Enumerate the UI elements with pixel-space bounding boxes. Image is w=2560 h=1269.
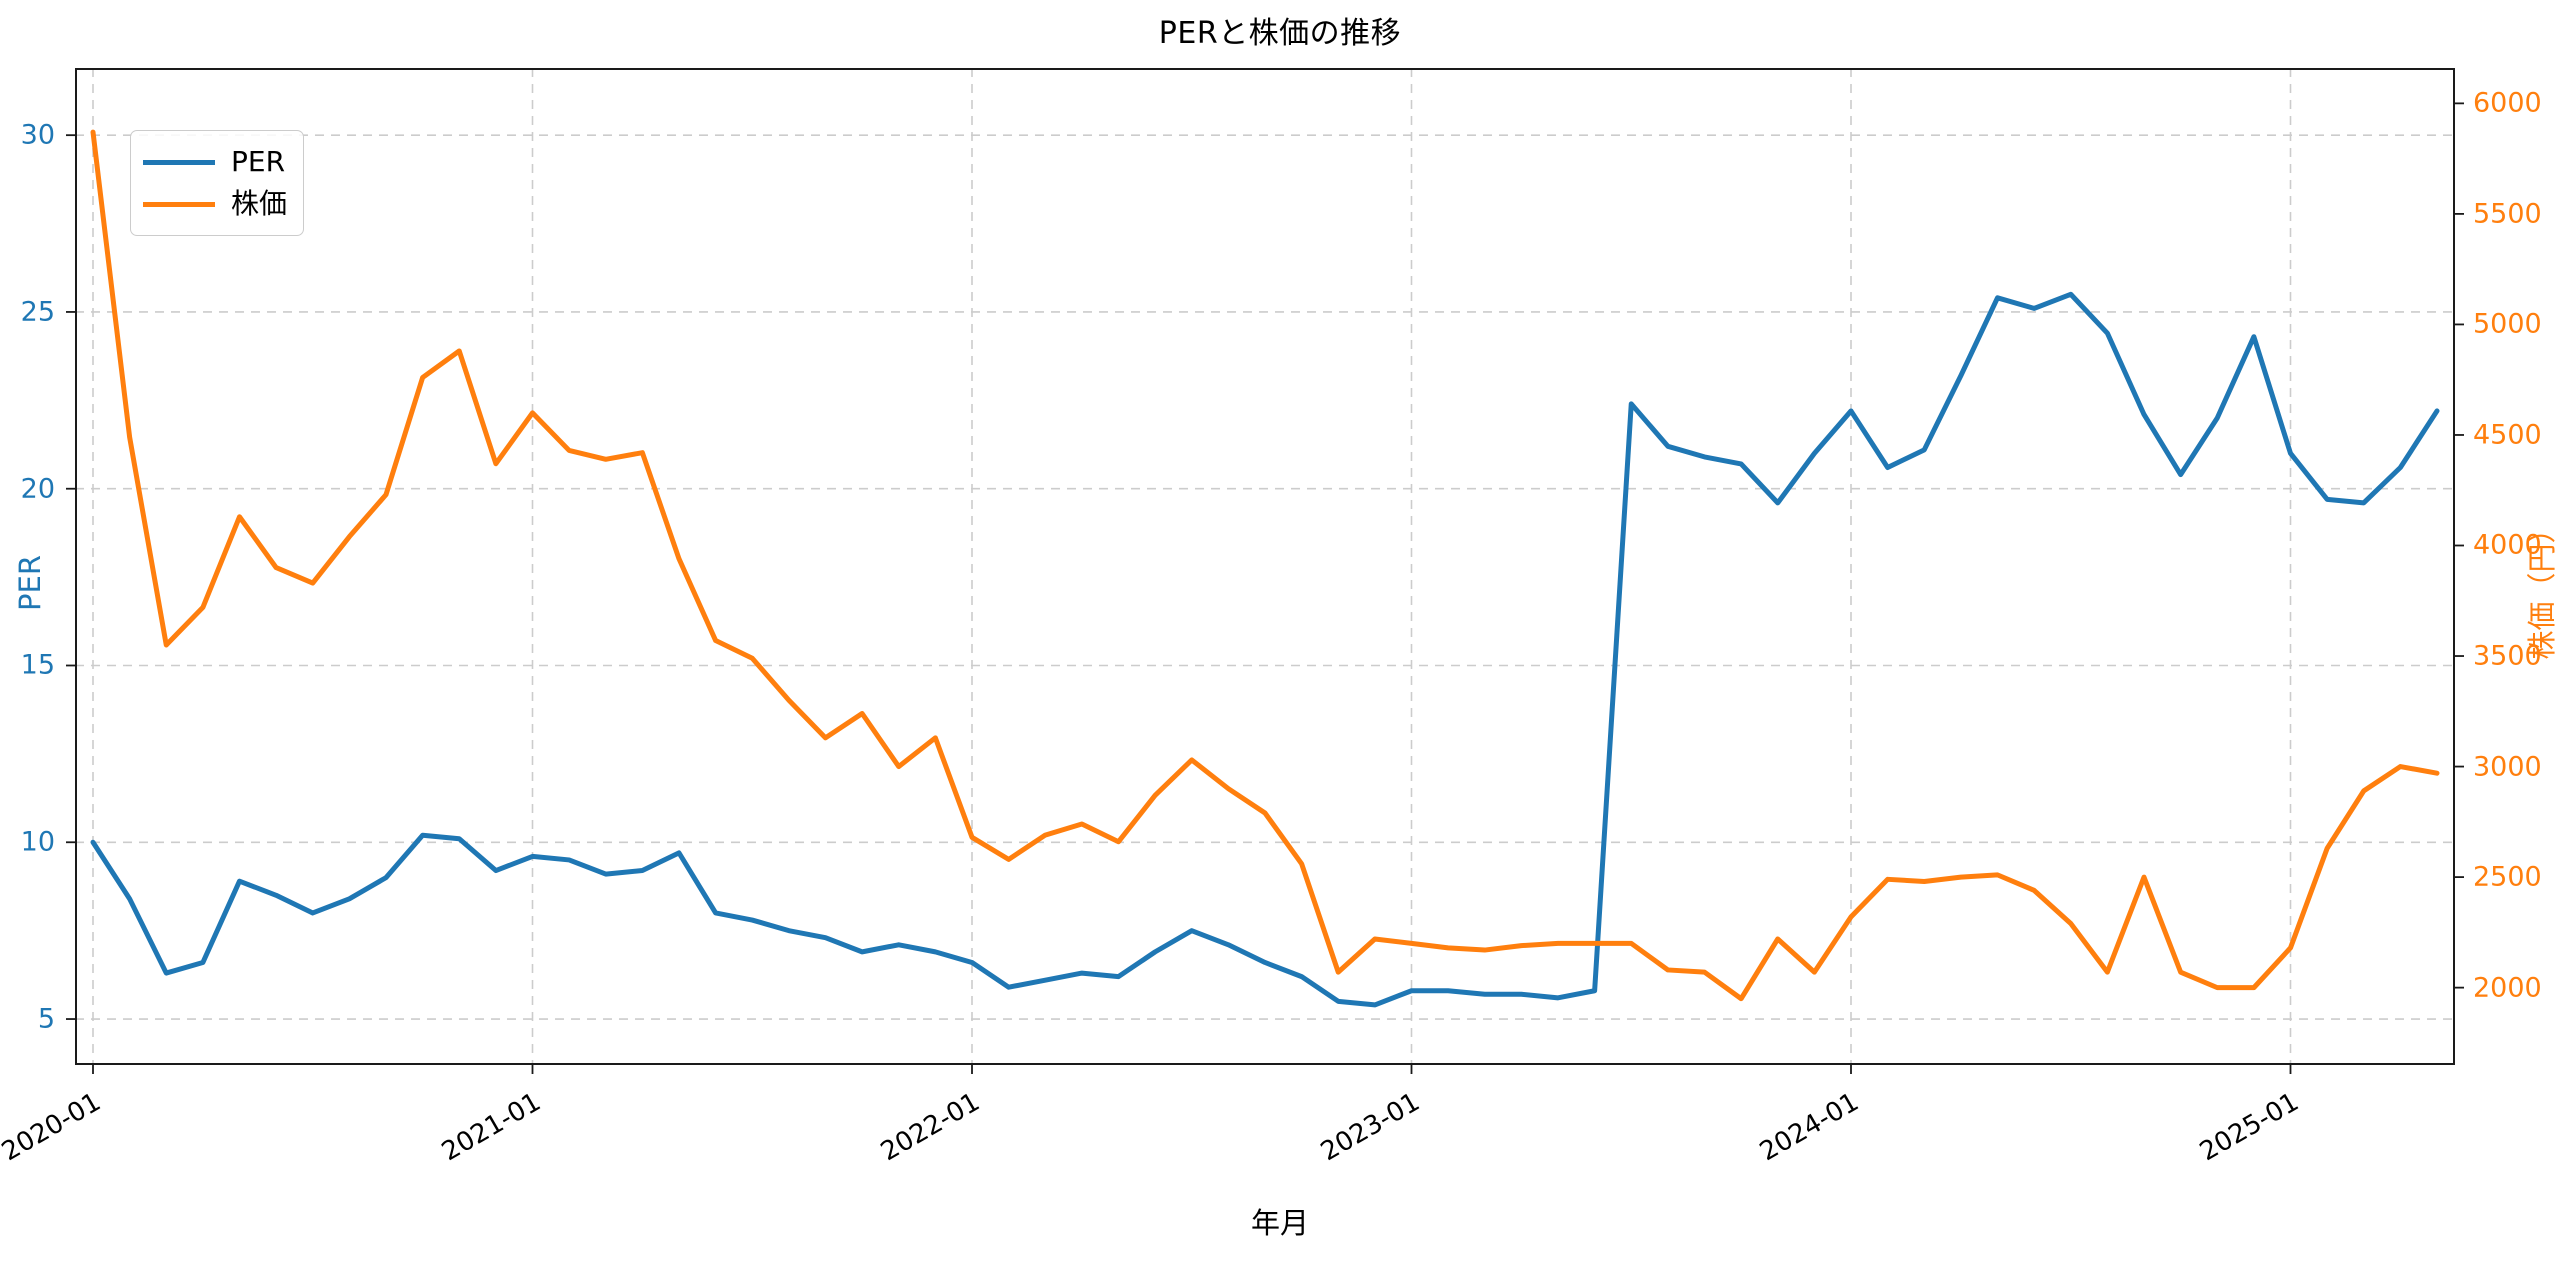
chart-legend: PER 株価 <box>130 130 305 236</box>
y-axis-right-tick-label: 4500 <box>2473 419 2542 451</box>
plot-frame <box>75 68 2455 1065</box>
x-axis-tick-label: 2023-01 <box>1315 1087 1425 1168</box>
x-axis-tick-label: 2021-01 <box>436 1087 546 1168</box>
y-axis-right-tick-label: 3000 <box>2473 751 2542 783</box>
y-axis-right-tick-label: 3500 <box>2473 640 2542 672</box>
legend-label-stock: 株価 <box>231 187 288 220</box>
x-axis-tick-label: 2024-01 <box>1754 1087 1864 1168</box>
legend-item-stock[interactable]: 株価 <box>143 183 287 225</box>
y-axis-right-tick-label: 4000 <box>2473 529 2542 561</box>
x-axis-tick-label: 2022-01 <box>875 1087 985 1168</box>
y-axis-left-tick-label: 30 <box>20 119 55 151</box>
x-axis-tick-label: 2020-01 <box>0 1087 106 1168</box>
y-axis-right-tick-label: 6000 <box>2473 87 2542 119</box>
y-axis-left-tick-label: 20 <box>20 473 55 505</box>
y-axis-right-title: 株価（円） <box>2525 514 2559 660</box>
y-axis-left-tick-label: 15 <box>20 649 55 681</box>
legend-swatch-stock <box>143 201 215 207</box>
y-axis-right-tick-label: 2000 <box>2473 972 2542 1004</box>
legend-label-per: PER <box>231 145 286 178</box>
x-axis-tick-label: 2025-01 <box>2194 1087 2304 1168</box>
chart-title: PERと株価の推移 <box>1158 16 1402 51</box>
y-axis-right-tick-label: 5500 <box>2473 198 2542 230</box>
y-axis-right-tick-label: 5000 <box>2473 308 2542 340</box>
y-axis-left-tick-label: 10 <box>20 826 55 858</box>
y-axis-left-tick-label: 25 <box>20 296 55 328</box>
y-axis-left-title: PER <box>13 555 47 611</box>
legend-item-per[interactable]: PER <box>143 141 287 183</box>
y-axis-left-tick-label: 5 <box>37 1003 55 1035</box>
x-axis-title: 年月 <box>1250 1206 1309 1240</box>
legend-swatch-per <box>143 159 215 165</box>
y-axis-right-tick-label: 2500 <box>2473 861 2542 893</box>
